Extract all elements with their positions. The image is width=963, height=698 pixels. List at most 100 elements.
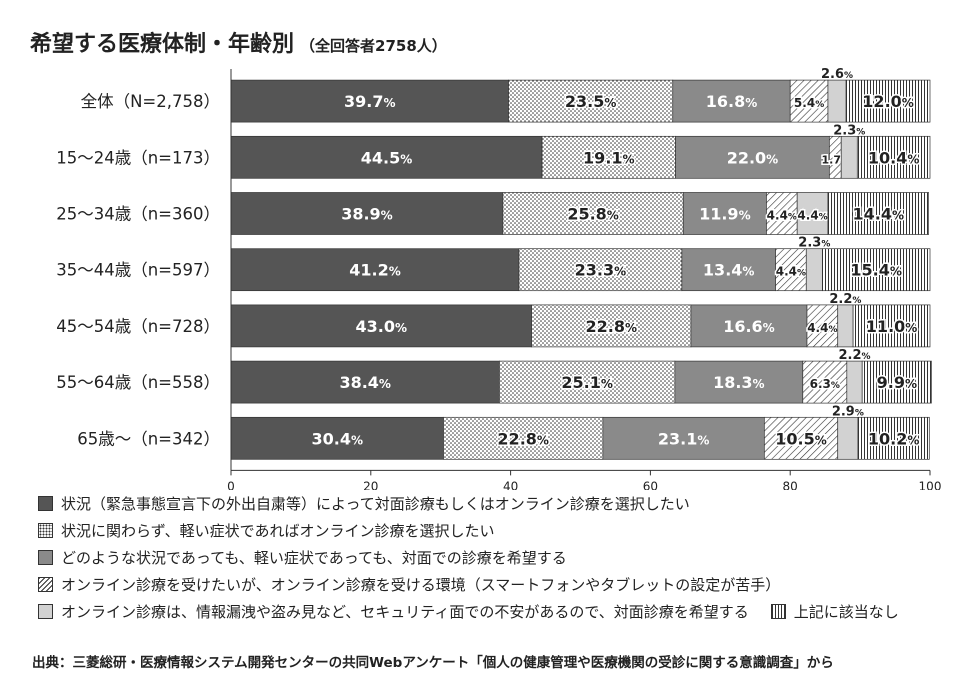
value-label: 9.9%	[877, 373, 917, 392]
bar-segment	[230, 304, 532, 348]
legend-swatch	[38, 523, 53, 538]
source-note: 出典：三菱総研・医療情報システム開発センターの共同Webアンケート「個人の健康管…	[32, 655, 834, 671]
bar-segment	[230, 192, 504, 235]
bar-segment	[846, 360, 863, 404]
value-label: 43.0%	[356, 317, 408, 336]
value-label: 13.4%	[703, 261, 755, 280]
bar-segment	[502, 192, 684, 235]
bar-segment	[806, 304, 839, 348]
value-label: 4.4%	[807, 321, 837, 335]
bar-segment	[672, 79, 791, 123]
chart-title: 希望する医療体制・年齢別 （全回答者2758人）	[30, 26, 447, 58]
value-label: 25.1%	[561, 373, 613, 392]
bar-segment	[837, 304, 854, 348]
value-label: 22.8%	[585, 317, 637, 336]
bar-segment	[763, 416, 839, 460]
bar-segment	[856, 135, 931, 179]
bar-segment	[840, 135, 858, 179]
bar-segment	[802, 360, 848, 404]
legend-label: どのような状況であっても、軽い症状であっても、対面での診療を希望する	[61, 549, 567, 567]
value-label: 23.5%	[565, 92, 617, 111]
value-label: 41.2%	[349, 261, 401, 280]
value-label: 25.8%	[567, 205, 619, 224]
category-label: 45～54歳（n=728）	[56, 317, 220, 336]
bar-segment	[837, 416, 859, 460]
x-tick-label: 40	[503, 479, 518, 490]
x-tick-label: 20	[363, 479, 378, 490]
legend-swatch	[38, 496, 53, 511]
value-label: 22.8%	[497, 429, 549, 448]
bar-segment	[775, 248, 807, 292]
bar-segment	[531, 304, 692, 348]
value-label: 10.2%	[868, 429, 920, 448]
value-label: 2.2%	[838, 348, 870, 363]
category-label: 55～64歳（n=558）	[56, 373, 220, 392]
legend-item: オンライン診療は、情報漏洩や盗み見など、セキュリティ面での不安があるので、対面診…	[38, 598, 938, 625]
value-label: 12.0%	[862, 92, 914, 111]
bar-segment	[682, 192, 767, 235]
title-text: 希望する医療体制・年齢別	[30, 32, 295, 57]
bar-segment	[789, 79, 829, 123]
bar-segment	[602, 416, 765, 460]
bar-segment	[827, 192, 929, 235]
bar-segment	[805, 248, 823, 292]
bar-segment	[518, 248, 683, 292]
value-label: 10.4%	[868, 148, 920, 167]
value-label: 39.7%	[344, 92, 396, 111]
category-label: 65歳～（n=342）	[77, 429, 220, 448]
legend-item: 状況（緊急事態宣言下の外出自粛等）によって対面診療もしくはオンライン診療を選択し…	[38, 490, 938, 517]
bar-segment	[508, 79, 674, 123]
bar-segment	[230, 79, 509, 123]
x-tick-label: 100	[919, 479, 942, 490]
bar-segment	[852, 304, 931, 348]
value-label: 14.4%	[853, 205, 905, 224]
value-label: 30.4%	[311, 429, 363, 448]
legend-swatch	[38, 550, 53, 565]
value-label: 18.3%	[713, 373, 765, 392]
legend-label: オンライン診療を受けたいが、オンライン診療を受ける環境（スマートフォンやタブレッ…	[61, 576, 781, 594]
category-label: 25～34歳（n=360）	[56, 205, 220, 224]
value-label: 10.5%	[775, 429, 827, 448]
bar-segment	[681, 248, 776, 292]
bar-segment	[822, 248, 931, 292]
legend-swatch	[38, 577, 53, 592]
legend-item: オンライン診療を受けたいが、オンライン診療を受ける環境（スマートフォンやタブレッ…	[38, 571, 938, 598]
legend-swatch	[38, 604, 53, 619]
x-tick-label: 60	[643, 479, 658, 490]
bar-segment	[499, 360, 676, 404]
value-label: 23.1%	[658, 429, 710, 448]
bar-segment	[230, 248, 520, 292]
bar-segment	[675, 135, 830, 179]
subtitle-text: （全回答者2758人）	[300, 37, 447, 55]
bar-segment	[827, 79, 847, 123]
bar-segment	[766, 192, 798, 235]
legend-item: 状況に関わらず、軽い症状であればオンライン診療を選択したい	[38, 517, 938, 544]
x-tick-label: 0	[227, 479, 235, 490]
value-label: 38.9%	[341, 205, 393, 224]
value-label: 16.6%	[723, 317, 775, 336]
value-label: 44.5%	[361, 148, 413, 167]
category-label: 35～44歳（n=597）	[56, 261, 220, 280]
bar-segment	[857, 416, 930, 460]
value-label: 23.3%	[575, 261, 627, 280]
bar-segment	[796, 192, 829, 235]
value-label: 22.0%	[727, 148, 779, 167]
bar-segment	[690, 304, 808, 348]
legend: 状況（緊急事態宣言下の外出自粛等）によって対面診療もしくはオンライン診療を選択し…	[38, 490, 938, 625]
value-label: 11.0%	[866, 317, 918, 336]
category-label: 全体（N=2,758）	[81, 92, 220, 111]
bar-segment	[845, 79, 931, 123]
value-label: 2.3%	[798, 236, 830, 251]
legend-label: オンライン診療は、情報漏洩や盗み見など、セキュリティ面での不安があるので、対面診…	[61, 603, 749, 621]
legend-label: 状況（緊急事態宣言下の外出自粛等）によって対面診療もしくはオンライン診療を選択し…	[61, 495, 690, 513]
value-label: 15.4%	[850, 261, 902, 280]
legend-swatch	[770, 604, 786, 619]
stacked-bar-chart: 全体（N=2,758） 39.7% 23.5% 16.8% 5.4%2.6%12.0%1…	[56, 66, 942, 490]
legend-label: 状況に関わらず、軽い症状であればオンライン診療を選択したい	[61, 522, 495, 540]
bar-segment	[861, 360, 932, 404]
legend-item: どのような状況であっても、軽い症状であっても、対面での診療を希望する	[38, 544, 938, 571]
bar-segment	[443, 416, 604, 460]
value-label: 16.8%	[706, 92, 758, 111]
value-label: 19.1%	[583, 148, 635, 167]
value-label: 11.9%	[699, 205, 751, 224]
